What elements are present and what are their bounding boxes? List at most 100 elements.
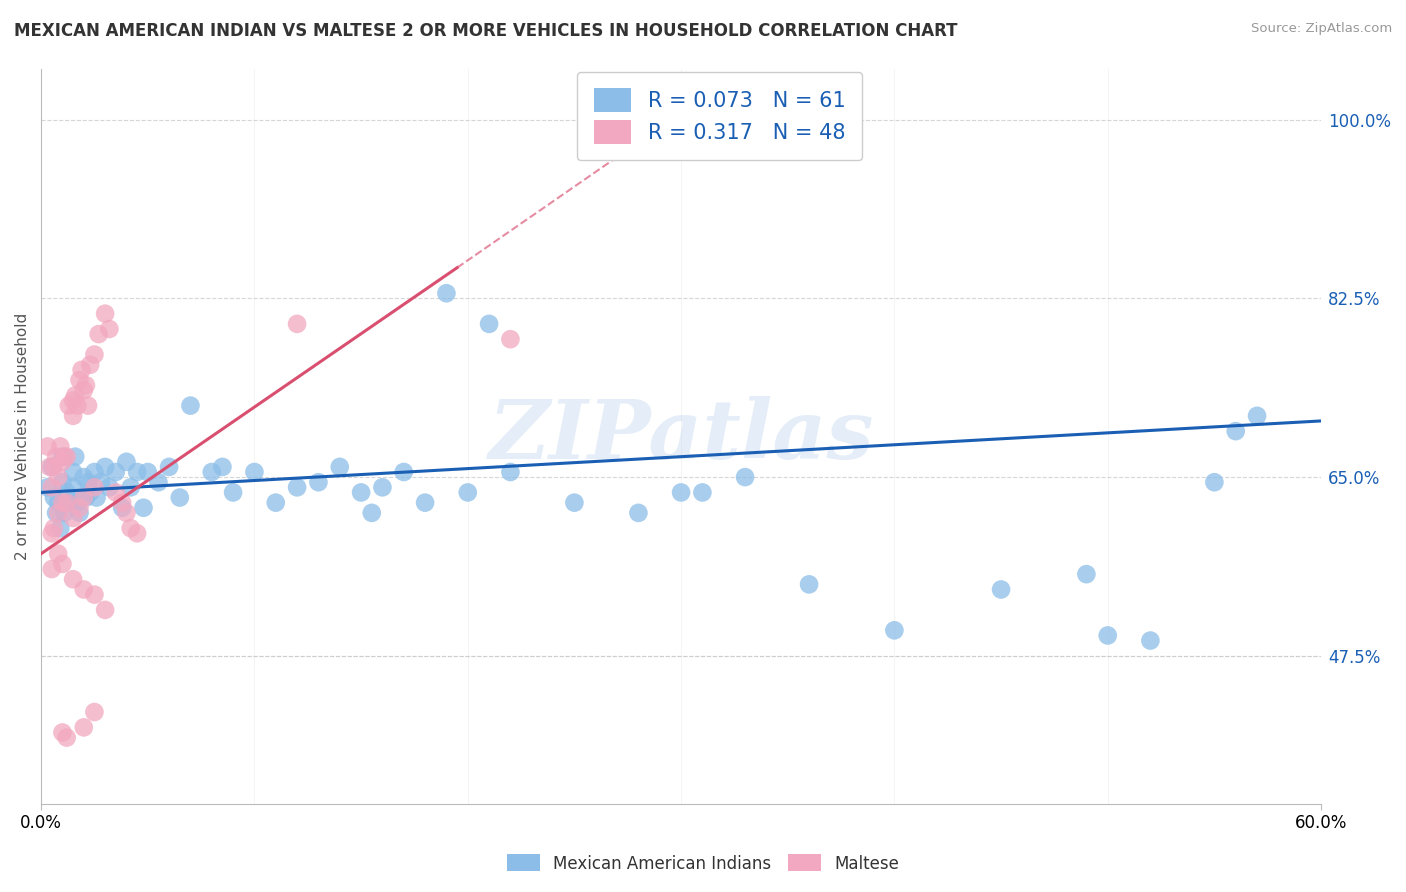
- Point: [478, 317, 501, 331]
- Point: [120, 480, 142, 494]
- Point: [797, 577, 820, 591]
- Point: [62, 393, 84, 408]
- Point: [51, 455, 73, 469]
- Point: [499, 465, 522, 479]
- Point: [392, 465, 415, 479]
- Point: [41, 562, 63, 576]
- Point: [55, 496, 77, 510]
- Point: [111, 496, 134, 510]
- Legend: R = 0.073   N = 61, R = 0.317   N = 48: R = 0.073 N = 61, R = 0.317 N = 48: [576, 71, 862, 161]
- Point: [94, 459, 117, 474]
- Point: [70, 363, 93, 377]
- Point: [66, 399, 89, 413]
- Point: [360, 506, 382, 520]
- Point: [157, 459, 180, 474]
- Point: [42, 459, 65, 474]
- Point: [73, 582, 96, 597]
- Point: [58, 399, 80, 413]
- Point: [98, 480, 121, 494]
- Point: [329, 459, 352, 474]
- Y-axis label: 2 or more Vehicles in Household: 2 or more Vehicles in Household: [15, 312, 30, 560]
- Point: [1139, 633, 1161, 648]
- Point: [79, 358, 101, 372]
- Point: [1097, 628, 1119, 642]
- Point: [46, 470, 69, 484]
- Point: [413, 496, 436, 510]
- Point: [734, 470, 756, 484]
- Point: [111, 500, 134, 515]
- Point: [73, 384, 96, 398]
- Point: [62, 465, 84, 479]
- Point: [136, 465, 159, 479]
- Point: [55, 450, 77, 464]
- Point: [42, 491, 65, 505]
- Point: [38, 459, 60, 474]
- Point: [42, 521, 65, 535]
- Point: [94, 307, 117, 321]
- Point: [457, 485, 479, 500]
- Point: [127, 465, 149, 479]
- Point: [55, 485, 77, 500]
- Point: [53, 506, 76, 520]
- Point: [77, 399, 100, 413]
- Point: [73, 491, 96, 505]
- Point: [69, 506, 91, 520]
- Point: [564, 496, 586, 510]
- Point: [41, 480, 63, 494]
- Point: [46, 506, 69, 520]
- Point: [692, 485, 714, 500]
- Point: [51, 557, 73, 571]
- Point: [285, 317, 308, 331]
- Point: [75, 491, 97, 505]
- Point: [499, 332, 522, 346]
- Point: [201, 465, 224, 479]
- Point: [179, 399, 201, 413]
- Point: [120, 521, 142, 535]
- Text: MEXICAN AMERICAN INDIAN VS MALTESE 2 OR MORE VEHICLES IN HOUSEHOLD CORRELATION C: MEXICAN AMERICAN INDIAN VS MALTESE 2 OR …: [14, 22, 957, 40]
- Point: [83, 480, 105, 494]
- Point: [62, 480, 84, 494]
- Point: [104, 465, 127, 479]
- Point: [83, 347, 105, 361]
- Point: [83, 465, 105, 479]
- Point: [51, 725, 73, 739]
- Point: [90, 475, 112, 490]
- Point: [37, 480, 59, 494]
- Point: [86, 491, 108, 505]
- Point: [132, 500, 155, 515]
- Point: [51, 450, 73, 464]
- Point: [1204, 475, 1226, 490]
- Point: [51, 496, 73, 510]
- Point: [211, 459, 233, 474]
- Text: ZIPatlas: ZIPatlas: [488, 396, 875, 476]
- Point: [75, 378, 97, 392]
- Point: [65, 388, 87, 402]
- Point: [45, 450, 67, 464]
- Point: [65, 450, 87, 464]
- Point: [669, 485, 692, 500]
- Point: [69, 373, 91, 387]
- Point: [73, 720, 96, 734]
- Point: [243, 465, 266, 479]
- Point: [883, 624, 905, 638]
- Point: [55, 731, 77, 745]
- Point: [62, 572, 84, 586]
- Point: [87, 327, 110, 342]
- Point: [1246, 409, 1268, 423]
- Point: [46, 547, 69, 561]
- Legend: Mexican American Indians, Maltese: Mexican American Indians, Maltese: [501, 847, 905, 880]
- Point: [285, 480, 308, 494]
- Point: [222, 485, 245, 500]
- Point: [350, 485, 373, 500]
- Point: [37, 440, 59, 454]
- Point: [83, 588, 105, 602]
- Point: [94, 603, 117, 617]
- Point: [79, 485, 101, 500]
- Point: [148, 475, 170, 490]
- Point: [62, 409, 84, 423]
- Point: [41, 459, 63, 474]
- Point: [371, 480, 394, 494]
- Text: Source: ZipAtlas.com: Source: ZipAtlas.com: [1251, 22, 1392, 36]
- Point: [307, 475, 329, 490]
- Point: [169, 491, 191, 505]
